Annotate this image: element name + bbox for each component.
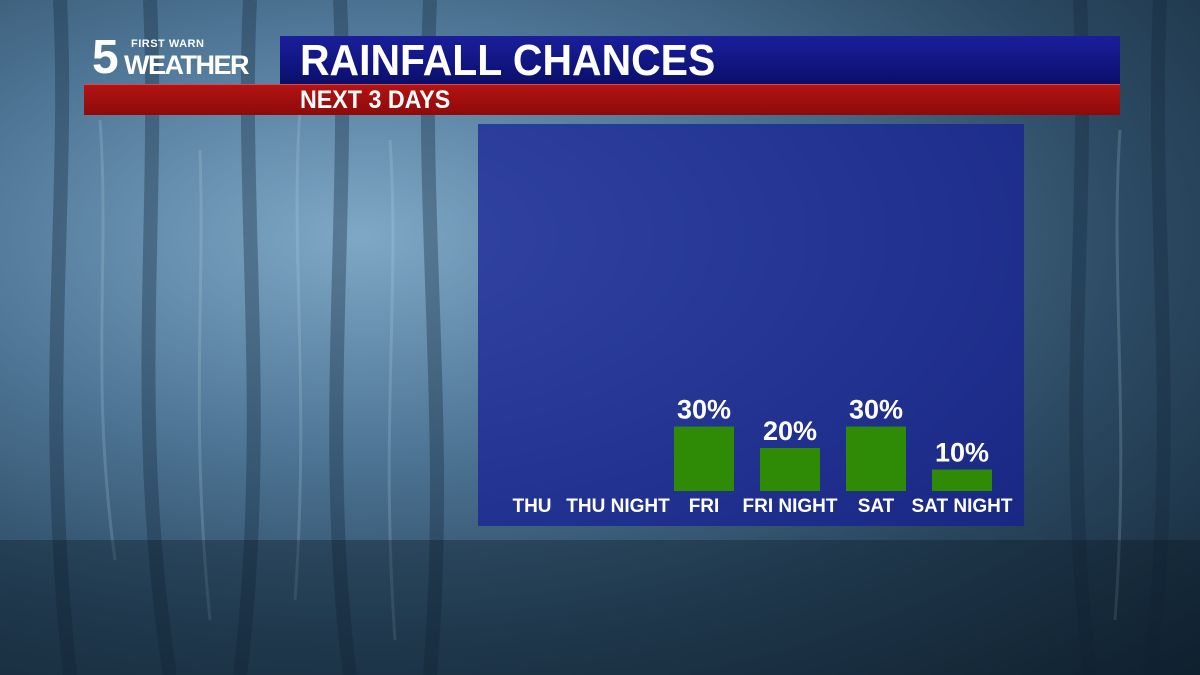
title-bar: RAINFALL CHANCES xyxy=(280,36,1120,85)
chart-panel: THU THU NIGHT 30% FRI 20% FRI NIGHT 30% SAT 10% S… xyxy=(478,124,1024,526)
value-label-sat-night: 10% xyxy=(935,438,989,468)
value-label-sat: 30% xyxy=(849,395,903,425)
logo-number: 5 xyxy=(92,31,119,84)
page-subtitle: NEXT 3 DAYS xyxy=(300,86,451,114)
value-label-fri: 30% xyxy=(677,395,731,425)
subtitle-bar: NEXT 3 DAYS xyxy=(84,84,1120,115)
category-label-thu: THU xyxy=(512,496,551,517)
bar-fri-night xyxy=(760,448,820,491)
category-label-sat-night: SAT NIGHT xyxy=(912,496,1013,517)
rainfall-bar-chart: THU THU NIGHT 30% FRI 20% FRI NIGHT 30% SAT 10% S… xyxy=(512,395,1013,518)
page-title: RAINFALL CHANCES xyxy=(300,36,716,85)
category-label-fri-night: FRI NIGHT xyxy=(743,496,838,517)
logo-tagline: FIRST WARN xyxy=(131,38,205,50)
bar-sat xyxy=(846,426,906,491)
category-label-sat: SAT xyxy=(858,496,895,517)
value-label-fri-night: 20% xyxy=(763,416,817,446)
category-label-thu-night: THU NIGHT xyxy=(566,496,670,517)
logo-word: WEATHER xyxy=(124,50,250,80)
category-label-fri: FRI xyxy=(689,496,720,517)
bar-sat-night xyxy=(932,469,992,491)
station-logo: 5 FIRST WARN WEATHER xyxy=(84,31,280,84)
bar-fri xyxy=(674,426,734,491)
